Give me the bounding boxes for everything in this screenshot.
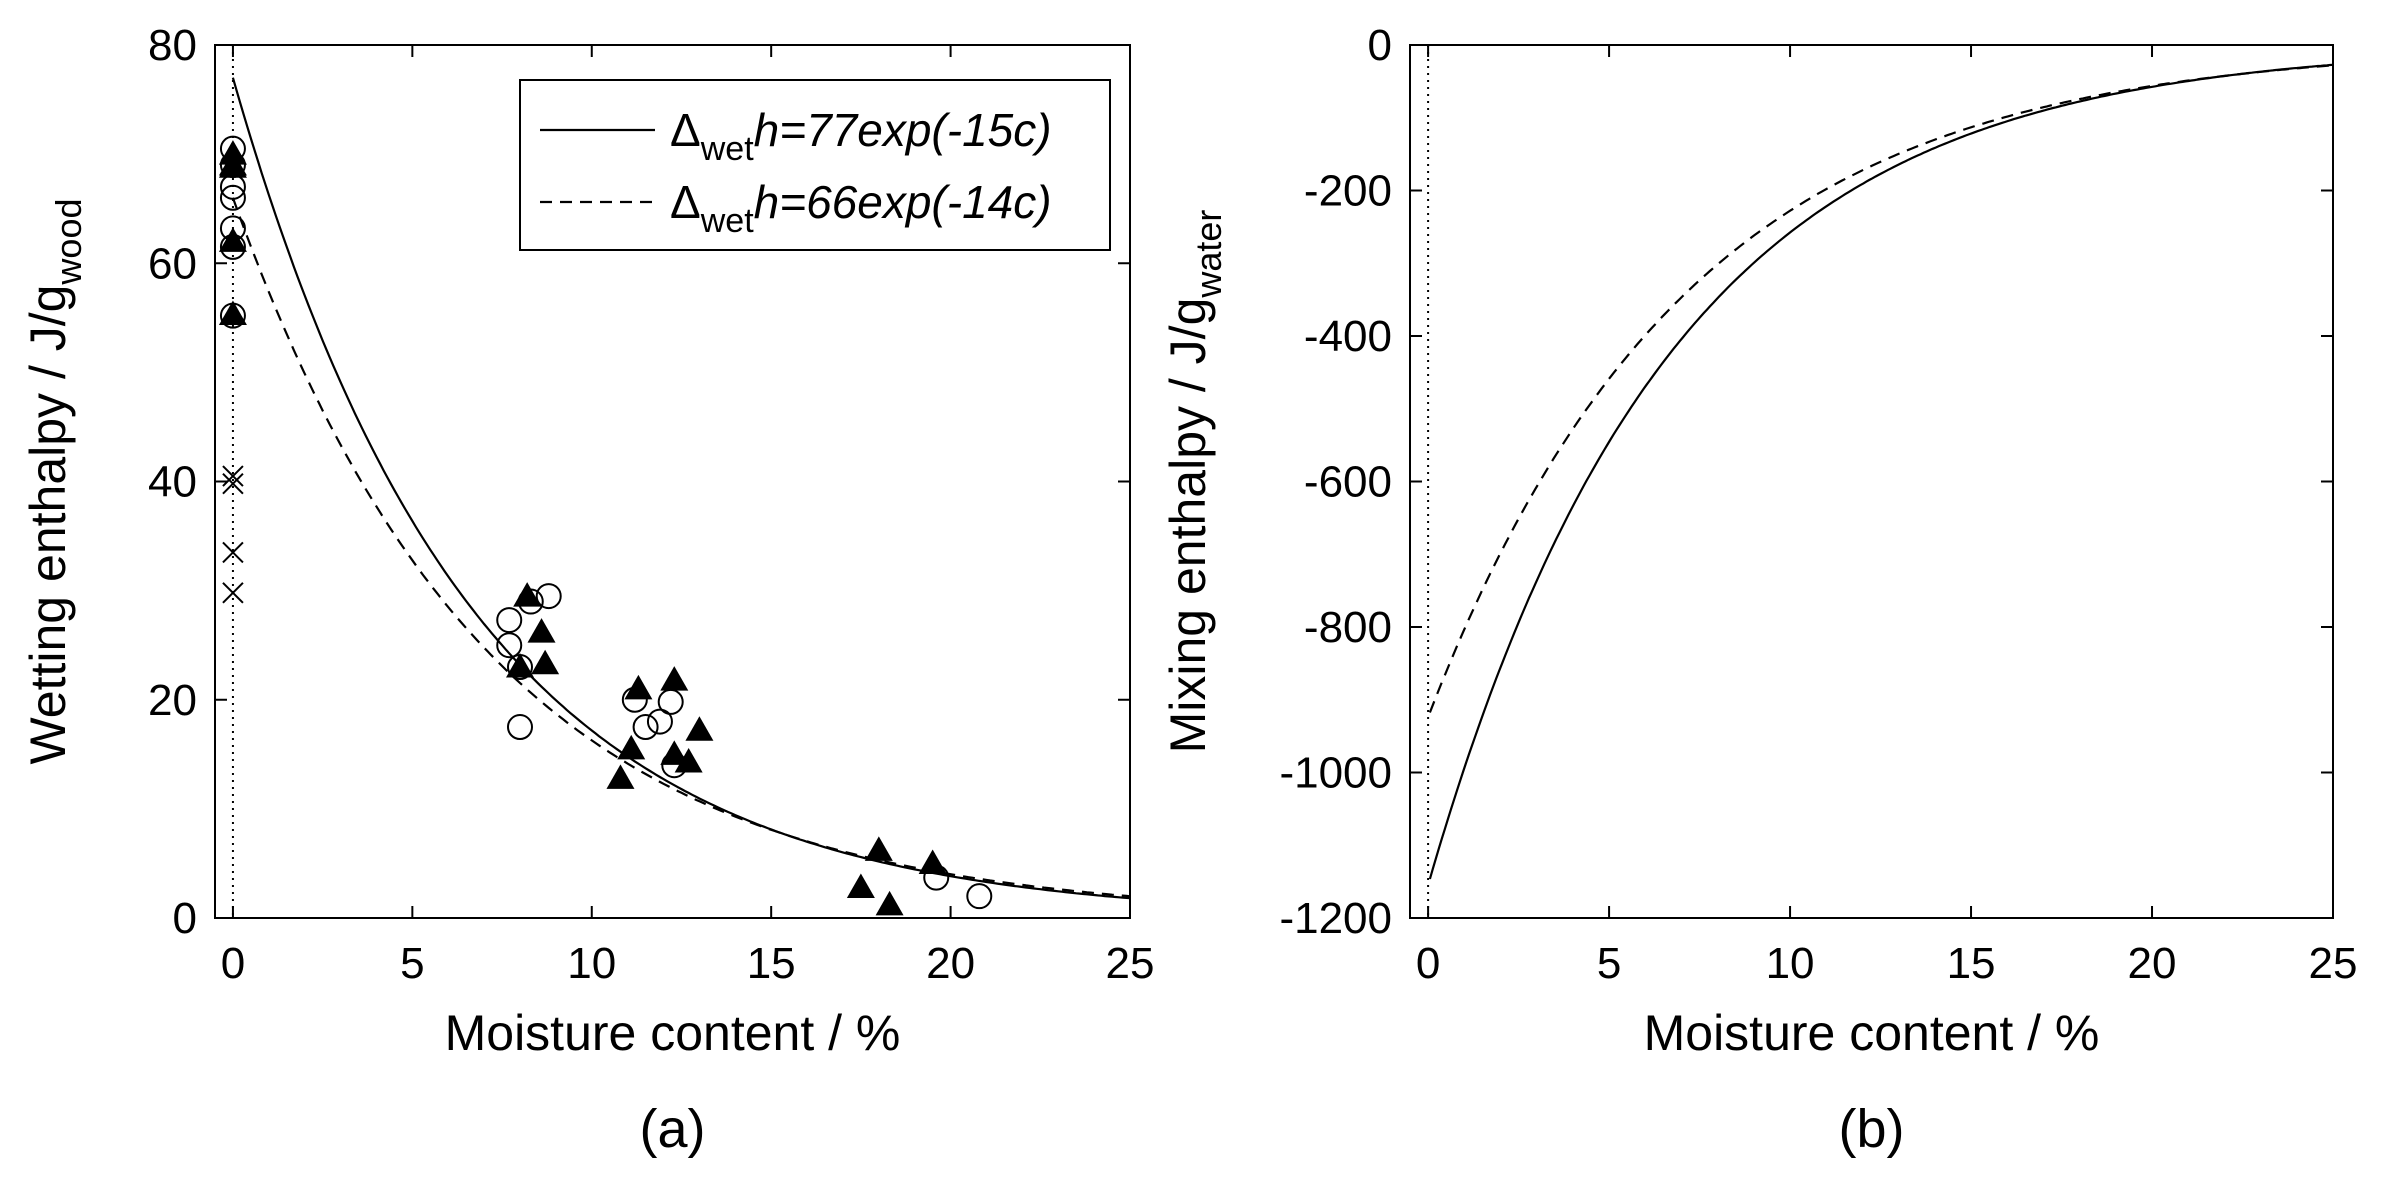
y-tick-label: -400	[1304, 312, 1392, 361]
legend-entry-fit_dashed: Δweth=66exp(-14c)	[670, 176, 1052, 240]
data-point-cross	[222, 541, 244, 564]
x-tick-label: 0	[1416, 939, 1440, 988]
data-point-circle	[507, 714, 533, 741]
data-point-circle	[657, 688, 684, 715]
y-tick-label: -1000	[1279, 749, 1392, 798]
data-point-circle	[966, 883, 993, 910]
data-point-triangle	[506, 653, 534, 678]
data-point-triangle	[624, 674, 653, 700]
x-axis-title: Moisture content / %	[1644, 1005, 2100, 1061]
x-tick-label: 25	[1106, 939, 1155, 988]
y-tick-label: -1200	[1279, 894, 1392, 943]
y-axis-title-main: Mixing enthalpy / J/g	[1160, 298, 1216, 754]
x-tick-label: 0	[221, 939, 245, 988]
y-axis-title: Wetting enthalpy / J/gwood	[20, 199, 89, 765]
data-point-triangle	[606, 764, 635, 789]
x-tick-label: 25	[2309, 939, 2358, 988]
y-tick-label: 20	[148, 676, 197, 725]
x-tick-label: 5	[400, 939, 424, 988]
data-point-triangle	[846, 873, 875, 898]
data-point-triangle	[527, 618, 556, 643]
x-tick-label: 20	[2128, 939, 2177, 988]
data-point-triangle	[218, 227, 247, 252]
data-point-cross	[222, 465, 244, 487]
legend-entry-fit_solid: Δweth=77exp(-15c)	[670, 104, 1052, 168]
y-tick-label: -800	[1304, 603, 1392, 652]
x-tick-label: 10	[567, 939, 616, 988]
data-point-circle	[496, 632, 523, 659]
data-point-triangle	[660, 740, 689, 765]
data-point-triangle	[617, 734, 646, 760]
y-axis-title-subscript: water	[1188, 210, 1229, 299]
y-tick-label: -600	[1304, 458, 1392, 507]
y-tick-label: 0	[1368, 21, 1392, 70]
data-point-circle	[646, 708, 673, 735]
data-point-triangle	[218, 153, 247, 178]
data-point-triangle	[660, 666, 689, 691]
data-point-triangle	[875, 890, 904, 916]
data-point-triangle	[918, 849, 947, 874]
curve-derivative_solid	[1428, 63, 2334, 880]
legend-delta: Δ	[670, 176, 701, 228]
data-point-triangle	[513, 582, 542, 607]
data-point-cross	[222, 582, 244, 604]
fit-curve-fit_dashed	[231, 197, 1131, 898]
data-point-circle	[219, 184, 246, 211]
data-point-cross	[222, 472, 244, 495]
y-tick-label: 60	[148, 239, 197, 288]
x-axis-title: Moisture content / %	[445, 1005, 901, 1061]
x-tick-label: 15	[747, 939, 796, 988]
panel-a: 0 5 10 15 20 25 0 20 40 60 80 Moisture content / % W…	[20, 21, 1154, 1159]
panel-label: (a)	[640, 1099, 706, 1159]
y-axis-title-subscript: wood	[48, 199, 89, 286]
plot-frame	[1409, 44, 2334, 919]
data-point-triangle	[685, 716, 714, 741]
y-tick-label: 40	[148, 458, 197, 507]
legend-formula: h=77exp(-15c)	[754, 104, 1052, 156]
y-tick-label: -200	[1304, 167, 1392, 216]
y-axis-title-main: Wetting enthalpy / J/g	[20, 285, 76, 765]
data-point-triangle	[218, 300, 247, 326]
legend-delta: Δ	[670, 104, 701, 156]
legend-subscript: wet	[700, 130, 754, 168]
y-axis-title: Mixing enthalpy / J/gwater	[1160, 210, 1229, 754]
data-point-triangle	[674, 747, 703, 773]
y-tick-label: 80	[148, 21, 197, 70]
data-point-circle	[632, 714, 659, 741]
curve-derivative_dashed	[1428, 64, 2334, 713]
legend-formula: h=66exp(-14c)	[754, 176, 1052, 228]
panel-label: (b)	[1839, 1099, 1905, 1159]
x-tick-label: 5	[1597, 939, 1621, 988]
y-tick-label: 0	[173, 894, 197, 943]
data-point-circle	[535, 583, 562, 610]
data-point-triangle	[531, 649, 560, 675]
fit-curve-fit_solid	[231, 77, 1131, 900]
data-point-triangle	[864, 836, 893, 861]
x-tick-label: 15	[1947, 939, 1996, 988]
x-tick-label: 10	[1766, 939, 1815, 988]
panel-b: 0 5 10 15 20 25 0 -200 -400 -600 -800 -1000 -1200 Moi…	[1160, 21, 2357, 1159]
legend-box	[519, 79, 1111, 251]
x-tick-label: 20	[926, 939, 975, 988]
data-point-circle	[496, 607, 523, 634]
legend-subscript: wet	[700, 202, 754, 240]
